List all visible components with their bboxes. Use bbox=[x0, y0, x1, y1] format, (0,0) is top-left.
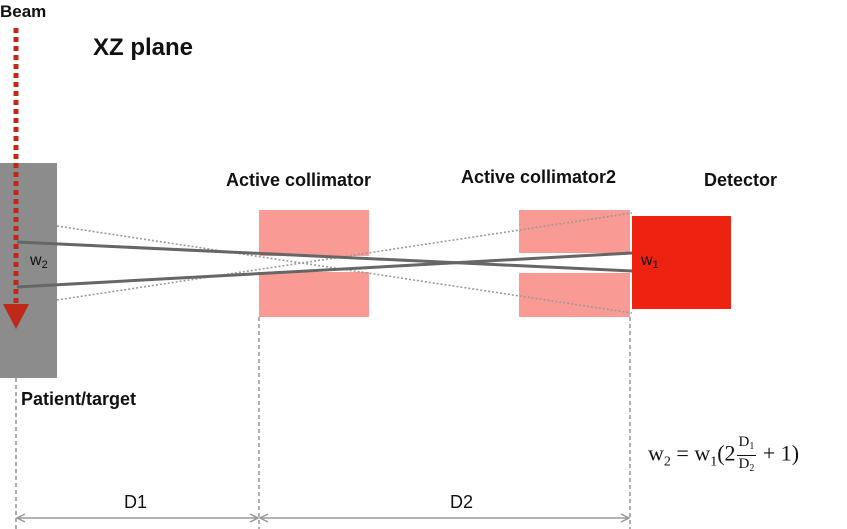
w2-subscript: 2 bbox=[41, 259, 48, 271]
formula-fraction: D1 D2 bbox=[736, 434, 757, 477]
formula-lhs: w bbox=[648, 440, 664, 466]
w1-subscript: 1 bbox=[652, 259, 659, 271]
d1-label: D1 bbox=[124, 492, 148, 512]
solid-ray-upper bbox=[16, 240, 633, 273]
plane-title: XZ plane bbox=[93, 34, 194, 61]
formula-denominator: D2 bbox=[738, 456, 755, 474]
w2-letter: w bbox=[30, 252, 42, 269]
formula-open: (2 bbox=[717, 440, 736, 466]
patient-target-label: Patient/target bbox=[21, 389, 137, 409]
collimator1-upper-jaw bbox=[259, 210, 369, 256]
beam-arrowhead bbox=[3, 304, 29, 329]
detector-block bbox=[632, 216, 731, 309]
formula-equals: = bbox=[670, 440, 695, 466]
solid-ray-lower bbox=[16, 251, 633, 289]
collimator1-lower-jaw bbox=[259, 272, 369, 317]
collimator1-label: Active collimator bbox=[226, 170, 372, 190]
patient-target-block bbox=[0, 163, 57, 378]
w1-label: w1 bbox=[641, 252, 659, 271]
detector-label: Detector bbox=[704, 170, 778, 190]
collimator2-upper-jaw bbox=[519, 210, 630, 253]
d2-label: D2 bbox=[450, 492, 474, 512]
outer-ray-lower bbox=[56, 212, 633, 301]
beam-label: Beam bbox=[0, 2, 47, 21]
outer-ray-upper bbox=[56, 225, 633, 314]
formula-lhs-sub: 2 bbox=[663, 454, 671, 470]
formula-close: + 1) bbox=[757, 440, 800, 466]
w1-letter: w bbox=[641, 252, 653, 269]
width-formula: w2 = w1(2 D1 D2 + 1) bbox=[648, 434, 799, 477]
formula-w-sub: 1 bbox=[710, 454, 718, 470]
formula-w: w bbox=[694, 440, 711, 466]
w2-label: w2 bbox=[30, 252, 48, 271]
collimator2-lower-jaw bbox=[519, 273, 630, 317]
collimator2-label: Active collimator2 bbox=[461, 167, 617, 187]
formula-numerator: D1 bbox=[736, 434, 757, 456]
